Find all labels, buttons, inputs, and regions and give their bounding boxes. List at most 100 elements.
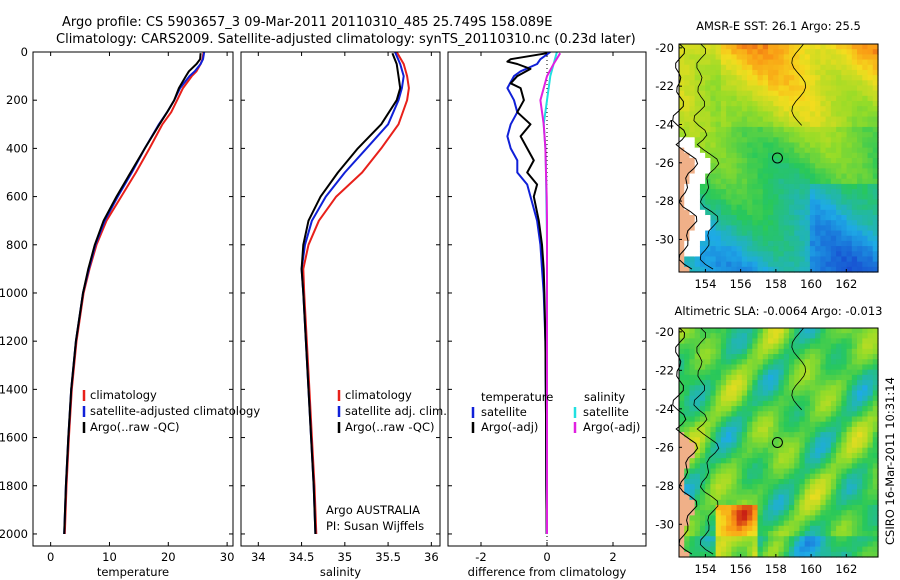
- sst_map-cell: [841, 158, 848, 164]
- sst_map-cell: [762, 101, 769, 107]
- sla_map-cell: [867, 478, 874, 485]
- sla_map-cell: [809, 380, 816, 386]
- sst_map-cell: [710, 59, 717, 66]
- sla_map-cell: [841, 478, 848, 485]
- sla_map-cell: [804, 348, 811, 355]
- sla_map-cell: [773, 390, 780, 397]
- sst_map-cell: [710, 220, 717, 226]
- sst_map-cell: [804, 225, 811, 232]
- sla_map-cell: [825, 484, 832, 490]
- sst_map-cell: [757, 54, 764, 61]
- sst_map-cell: [715, 261, 722, 268]
- sst_map-cell: [799, 85, 806, 92]
- sst_map-xtick-label: 154: [694, 277, 716, 291]
- sst_map-cell: [872, 261, 879, 268]
- sst_map-cell: [768, 235, 774, 242]
- sst_map-cell: [741, 54, 748, 61]
- sst_map-cell: [694, 158, 701, 164]
- sst_map-cell: [684, 54, 691, 61]
- sst_map-cell: [778, 106, 785, 112]
- sst_map-cell: [794, 251, 801, 258]
- sla_map-cell: [715, 333, 722, 339]
- sla_map-cell: [794, 374, 801, 381]
- sla_map-cell: [762, 426, 769, 433]
- sla_map-xtick-label: 162: [835, 562, 857, 576]
- sst_map-cell: [804, 44, 811, 50]
- sla_map-cell: [809, 416, 816, 423]
- sst_map-cell: [741, 235, 748, 242]
- sst_map-cell: [799, 230, 806, 237]
- sst_map-cell: [726, 209, 732, 216]
- sst_map-cell: [699, 101, 706, 107]
- sla_map-cell: [783, 442, 790, 449]
- sla_map-cell: [862, 369, 869, 376]
- sla_map-cell: [778, 369, 785, 376]
- sst_map-cell: [773, 111, 780, 118]
- sst_map-cell: [679, 80, 685, 87]
- sla_map-cell: [694, 364, 701, 371]
- sst_map-cell: [851, 121, 858, 128]
- sst_map-cell: [804, 178, 811, 185]
- sla_map-cell: [783, 359, 790, 366]
- sst_map-cell: [720, 230, 727, 237]
- sst_map-cell: [679, 209, 685, 216]
- sst_map-cell: [773, 178, 780, 185]
- sla_map-cell: [857, 541, 863, 548]
- sla_map-cell: [836, 520, 842, 527]
- sla_map-cell: [815, 442, 821, 449]
- sst_map-cell: [731, 215, 738, 221]
- sst_map-cell: [820, 194, 827, 201]
- sla_map-cell: [773, 432, 780, 438]
- sla_map-cell: [778, 546, 785, 553]
- sla_map-cell: [705, 541, 712, 548]
- sla_map-cell: [841, 333, 848, 339]
- sst_map-cell: [773, 168, 780, 175]
- sst_map-cell: [778, 204, 785, 211]
- sst_map-cell: [752, 168, 759, 175]
- sla_map-cell: [768, 426, 774, 433]
- sla_map-cell: [757, 390, 764, 397]
- sst_map-cell: [815, 147, 821, 154]
- sst_map-cell: [752, 183, 759, 190]
- sst_map-cell: [694, 189, 701, 195]
- sla_map-cell: [699, 447, 706, 454]
- sla_map-cell: [710, 468, 717, 475]
- sla_map-cell: [872, 395, 879, 402]
- sla_map-cell: [715, 504, 722, 511]
- sla_map-cell: [741, 338, 748, 345]
- sst_map-cell: [720, 80, 727, 87]
- sla_map-cell: [757, 406, 764, 412]
- sst_map-cell: [778, 189, 785, 195]
- sla_map-cell: [741, 504, 748, 511]
- sla_map-cell: [752, 468, 759, 475]
- sla_map-cell: [867, 520, 874, 527]
- sst_map-cell: [752, 158, 759, 164]
- sst_map-cell: [820, 116, 827, 123]
- sst_map-cell: [684, 69, 691, 76]
- sla_map-cell: [809, 354, 816, 360]
- sla_map-cell: [768, 385, 774, 392]
- sla_map-cell: [867, 447, 874, 454]
- sst_map-cell: [694, 152, 701, 159]
- sla_map-cell: [768, 374, 774, 381]
- sla_map-cell: [804, 354, 811, 360]
- sla_map-cell: [747, 458, 753, 464]
- sst_map-cell: [799, 183, 806, 190]
- sst_map-cell: [726, 163, 732, 169]
- sla_map-cell: [710, 499, 717, 506]
- sla_map-cell: [736, 395, 743, 402]
- sst_map-cell: [768, 256, 774, 263]
- sst_map-cell: [809, 163, 816, 169]
- sst_map-cell: [809, 54, 816, 61]
- sst_map-cell: [783, 225, 790, 232]
- sst_map-cell: [757, 194, 764, 201]
- sla_map-cell: [862, 536, 869, 542]
- sst_map-cell: [820, 137, 827, 144]
- sst_map-cell: [851, 85, 858, 92]
- sst_map-cell: [715, 69, 722, 76]
- sla_map-cell: [689, 452, 696, 459]
- sla_map-cell: [762, 447, 769, 454]
- sst_map-cell: [694, 101, 701, 107]
- sst_map-cell: [773, 209, 780, 216]
- sla_map-cell: [699, 333, 706, 339]
